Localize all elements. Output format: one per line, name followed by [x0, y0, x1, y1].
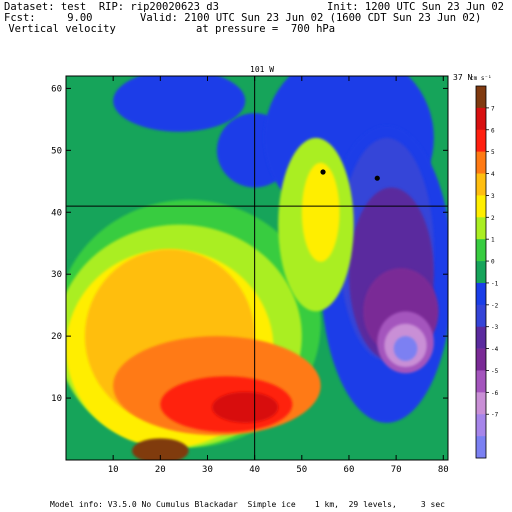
y-tick-label: 50: [51, 146, 62, 156]
colorbar-swatch: [476, 129, 486, 152]
contour-region-1: [113, 76, 246, 132]
colorbar-level-label: -3: [491, 324, 499, 331]
y-tick-label: 40: [51, 208, 62, 218]
colorbar-swatch: [476, 151, 486, 174]
colorbar-level-label: 2: [491, 215, 495, 222]
axis-ticks: 10 20 30 40 50 60 70 80 10 20 30 40 50 60: [51, 76, 449, 475]
dataset-label: Dataset: test RIP: rip20020623 d3: [4, 1, 219, 13]
colorbar-swatch: [476, 261, 486, 284]
units-label: cm s⁻¹: [470, 75, 492, 82]
y-tick-label: 10: [51, 394, 62, 404]
y-tick-label: 60: [51, 84, 62, 94]
x-tick-label: 80: [438, 465, 449, 475]
x-tick-label: 70: [391, 465, 402, 475]
valid-time-label: Valid: 2100 UTC Sun 23 Jun 02 (1600 CDT …: [140, 12, 482, 24]
colorbar-swatch: [476, 392, 486, 415]
colorbar: 7 6 5 4 3 2 1 0 -1 -2 -3 -4 -5 -6 -7: [475, 85, 499, 459]
colorbar-level-label: -1: [491, 280, 499, 287]
colorbar-level-label: -5: [491, 368, 499, 375]
x-tick-label: 40: [249, 465, 260, 475]
contour-region-16: [301, 162, 340, 262]
colorbar-swatch: [476, 326, 486, 349]
colorbar-level-label: 7: [491, 105, 495, 112]
colorbar-level-label: 3: [491, 193, 495, 200]
plot-frame: [65, 75, 449, 461]
contour-region-10: [393, 336, 418, 361]
colorbar-swatch: [476, 436, 486, 459]
x-tick-label: 50: [296, 465, 307, 475]
colorbar-frame: [475, 85, 487, 459]
y-tick-label: 30: [51, 270, 62, 280]
init-time-label: Init: 1200 UTC Sun 23 Jun 02: [327, 1, 505, 13]
x-tick-label: 20: [155, 465, 166, 475]
field-name-label: Vertical velocity: [2, 23, 116, 35]
x-tick-label: 10: [108, 465, 119, 475]
colorbar-level-label: -6: [491, 390, 499, 397]
parallel-label: 37 N: [453, 73, 472, 82]
colorbar-swatch: [476, 217, 486, 240]
meridian-label: 101 W: [250, 65, 274, 74]
colorbar-swatch: [476, 86, 486, 109]
contour-fills: [66, 76, 448, 460]
colorbar-swatch: [476, 304, 486, 328]
contour-region-19: [212, 391, 279, 423]
station-marker-0: [320, 169, 326, 175]
colorbar-level-label: 4: [491, 171, 495, 178]
colorbar-level-label: -2: [491, 302, 499, 309]
station-markers: [320, 169, 380, 181]
colorbar-level-label: 1: [491, 237, 495, 244]
colorbar-swatch: [476, 414, 486, 437]
colorbar-swatch: [476, 173, 486, 196]
x-tick-label: 60: [344, 465, 355, 475]
station-marker-1: [374, 175, 380, 181]
colorbar-swatch: [476, 107, 486, 131]
forecast-hour-label: Fcst: 9.00: [4, 12, 93, 24]
colorbar-swatch: [476, 195, 486, 218]
colorbar-level-label: -7: [491, 412, 499, 419]
colorbar-swatch: [476, 239, 486, 262]
colorbar-level-label: -4: [491, 346, 499, 353]
colorbar-level-label: 6: [491, 127, 495, 134]
y-tick-label: 20: [51, 332, 62, 342]
pressure-level-label: at pressure = 700 hPa: [196, 23, 336, 35]
model-info-footer: Model info: V3.5.0 No Cumulus Blackadar …: [50, 500, 445, 509]
x-tick-label: 30: [202, 465, 213, 475]
colorbar-swatch: [476, 348, 486, 371]
colorbar-level-label: 0: [491, 259, 495, 266]
colorbar-swatch: [476, 370, 486, 393]
contour-region-20: [132, 438, 189, 460]
colorbar-level-label: 5: [491, 149, 495, 156]
reference-lines: [66, 76, 448, 460]
colorbar-swatch: [476, 282, 486, 306]
